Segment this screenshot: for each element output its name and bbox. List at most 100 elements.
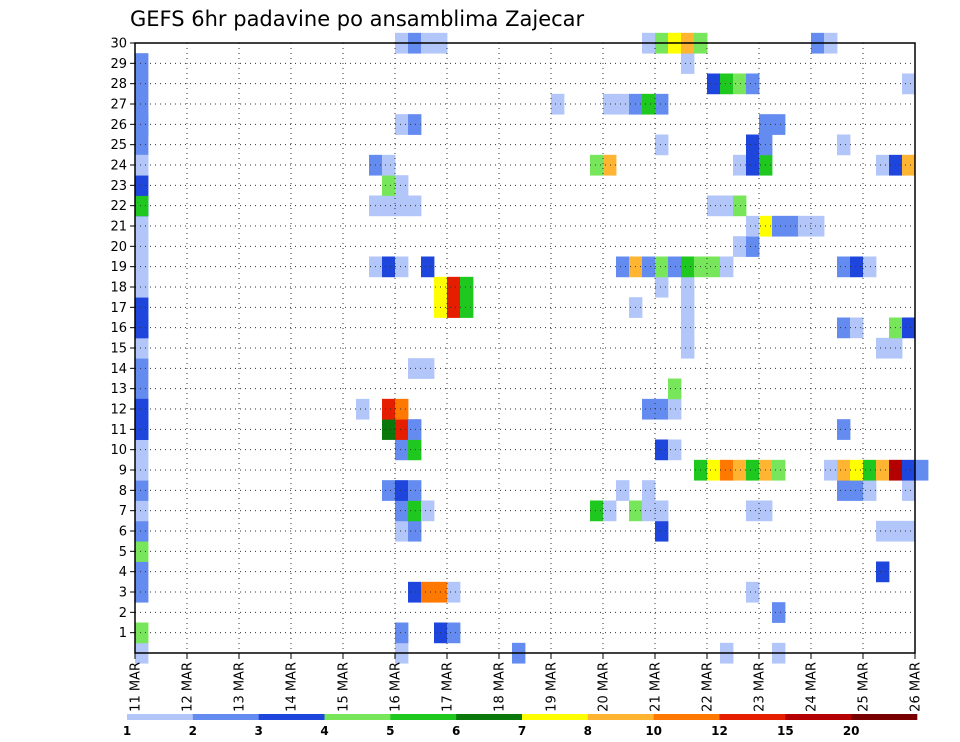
y-tick-label: 4 — [119, 565, 127, 580]
y-tick-label: 17 — [110, 301, 127, 316]
x-tick-label: 26 MAR — [909, 662, 924, 712]
heatmap-cell — [902, 317, 916, 339]
heatmap-cell — [382, 256, 396, 278]
y-tick-label: 11 — [110, 423, 127, 438]
y-tick-label: 26 — [110, 118, 127, 133]
heatmap-cell — [915, 459, 929, 481]
heatmap-cell — [408, 358, 422, 379]
heatmap-cell — [135, 114, 149, 135]
heatmap-cell — [135, 480, 149, 501]
heatmap-cell — [395, 622, 409, 644]
heatmap-cell — [382, 195, 396, 217]
heatmap-cell — [681, 317, 695, 339]
heatmap-cell — [408, 439, 422, 461]
y-tick-label: 5 — [119, 545, 127, 560]
colorbar-label: 10 — [645, 724, 662, 738]
heatmap-cell — [135, 520, 149, 542]
y-tick-label: 9 — [119, 464, 127, 479]
heatmap-cell — [395, 256, 409, 278]
heatmap-cell — [655, 500, 669, 522]
heatmap-cell — [382, 175, 396, 196]
colorbar-label: 5 — [386, 724, 394, 738]
y-tick-label: 24 — [110, 159, 127, 174]
colorbar-swatch — [192, 714, 259, 720]
heatmap-cell — [668, 439, 682, 461]
y-tick-label: 28 — [110, 77, 127, 92]
heatmap-cell — [733, 236, 747, 257]
heatmap-cell — [408, 419, 422, 440]
heatmap-cell — [395, 439, 409, 461]
y-tick-label: 3 — [119, 586, 127, 601]
heatmap-cell — [642, 93, 656, 115]
heatmap-cell — [616, 480, 630, 501]
heatmap-cell — [135, 541, 149, 562]
heatmap-cells — [135, 32, 929, 664]
heatmap-cell — [746, 236, 760, 257]
heatmap-cell — [135, 581, 149, 603]
heatmap-cell — [720, 459, 734, 481]
y-tick-label: 8 — [119, 484, 127, 499]
heatmap-cell — [590, 500, 604, 522]
heatmap-cell — [681, 337, 695, 359]
heatmap-cell — [681, 53, 695, 74]
heatmap-cell — [876, 154, 890, 176]
heatmap-cell — [720, 256, 734, 278]
heatmap-cell — [642, 480, 656, 501]
heatmap-cell — [382, 480, 396, 501]
heatmap-cell — [135, 195, 149, 217]
heatmap-cell — [902, 154, 916, 176]
colorbar-label: 7 — [518, 724, 526, 738]
heatmap-cell — [746, 581, 760, 603]
colorbar-swatch — [522, 714, 589, 720]
heatmap-cell — [135, 317, 149, 339]
heatmap-cell — [642, 500, 656, 522]
heatmap-cell — [863, 256, 877, 278]
heatmap-cell — [772, 602, 786, 623]
heatmap-cell — [135, 175, 149, 196]
x-tick-label: 12 MAR — [181, 662, 196, 712]
heatmap-cell — [395, 175, 409, 196]
heatmap-cell — [655, 276, 669, 298]
heatmap-cell — [135, 337, 149, 359]
colorbar-swatch — [653, 714, 720, 720]
heatmap-cell — [837, 256, 851, 278]
y-tick-label: 27 — [110, 98, 127, 113]
x-tick-label: 17 MAR — [441, 662, 456, 712]
y-tick-label: 2 — [119, 606, 127, 621]
heatmap-cell — [135, 134, 149, 156]
heatmap-cell — [876, 337, 890, 359]
colorbar-label: 12 — [711, 724, 728, 738]
heatmap-cell — [408, 114, 422, 135]
heatmap-cell — [395, 500, 409, 522]
colorbar-swatch — [390, 714, 457, 720]
colorbar-label: 6 — [452, 724, 460, 738]
heatmap-cell — [811, 215, 825, 237]
heatmap-cell — [850, 459, 864, 481]
x-tick-label: 15 MAR — [337, 662, 352, 712]
heatmap-cell — [707, 73, 721, 95]
y-tick-label: 29 — [110, 57, 127, 72]
colorbar-swatch — [851, 714, 918, 720]
colorbar-label: 4 — [320, 724, 328, 738]
y-tick-label: 6 — [119, 525, 127, 540]
heatmap-cell — [655, 256, 669, 278]
colorbar-label: 15 — [777, 724, 794, 738]
heatmap-cell — [772, 114, 786, 135]
heatmap-cell — [733, 154, 747, 176]
heatmap-cell — [837, 134, 851, 156]
heatmap-cell — [135, 358, 149, 379]
heatmap-cell — [447, 297, 461, 318]
heatmap-cell — [135, 215, 149, 237]
heatmap-cell — [655, 398, 669, 420]
x-tick-label: 21 MAR — [649, 662, 664, 712]
heatmap-cell — [135, 256, 149, 278]
heatmap-cell — [642, 398, 656, 420]
y-tick-label: 21 — [110, 220, 127, 235]
heatmap-cell — [460, 297, 474, 318]
y-axis: 1234567891011121314151617181920212223242… — [110, 37, 135, 641]
y-tick-label: 1 — [119, 626, 127, 641]
heatmap-cell — [590, 154, 604, 176]
heatmap-cell — [395, 520, 409, 542]
heatmap-cell — [408, 195, 422, 217]
heatmap-cell — [395, 114, 409, 135]
